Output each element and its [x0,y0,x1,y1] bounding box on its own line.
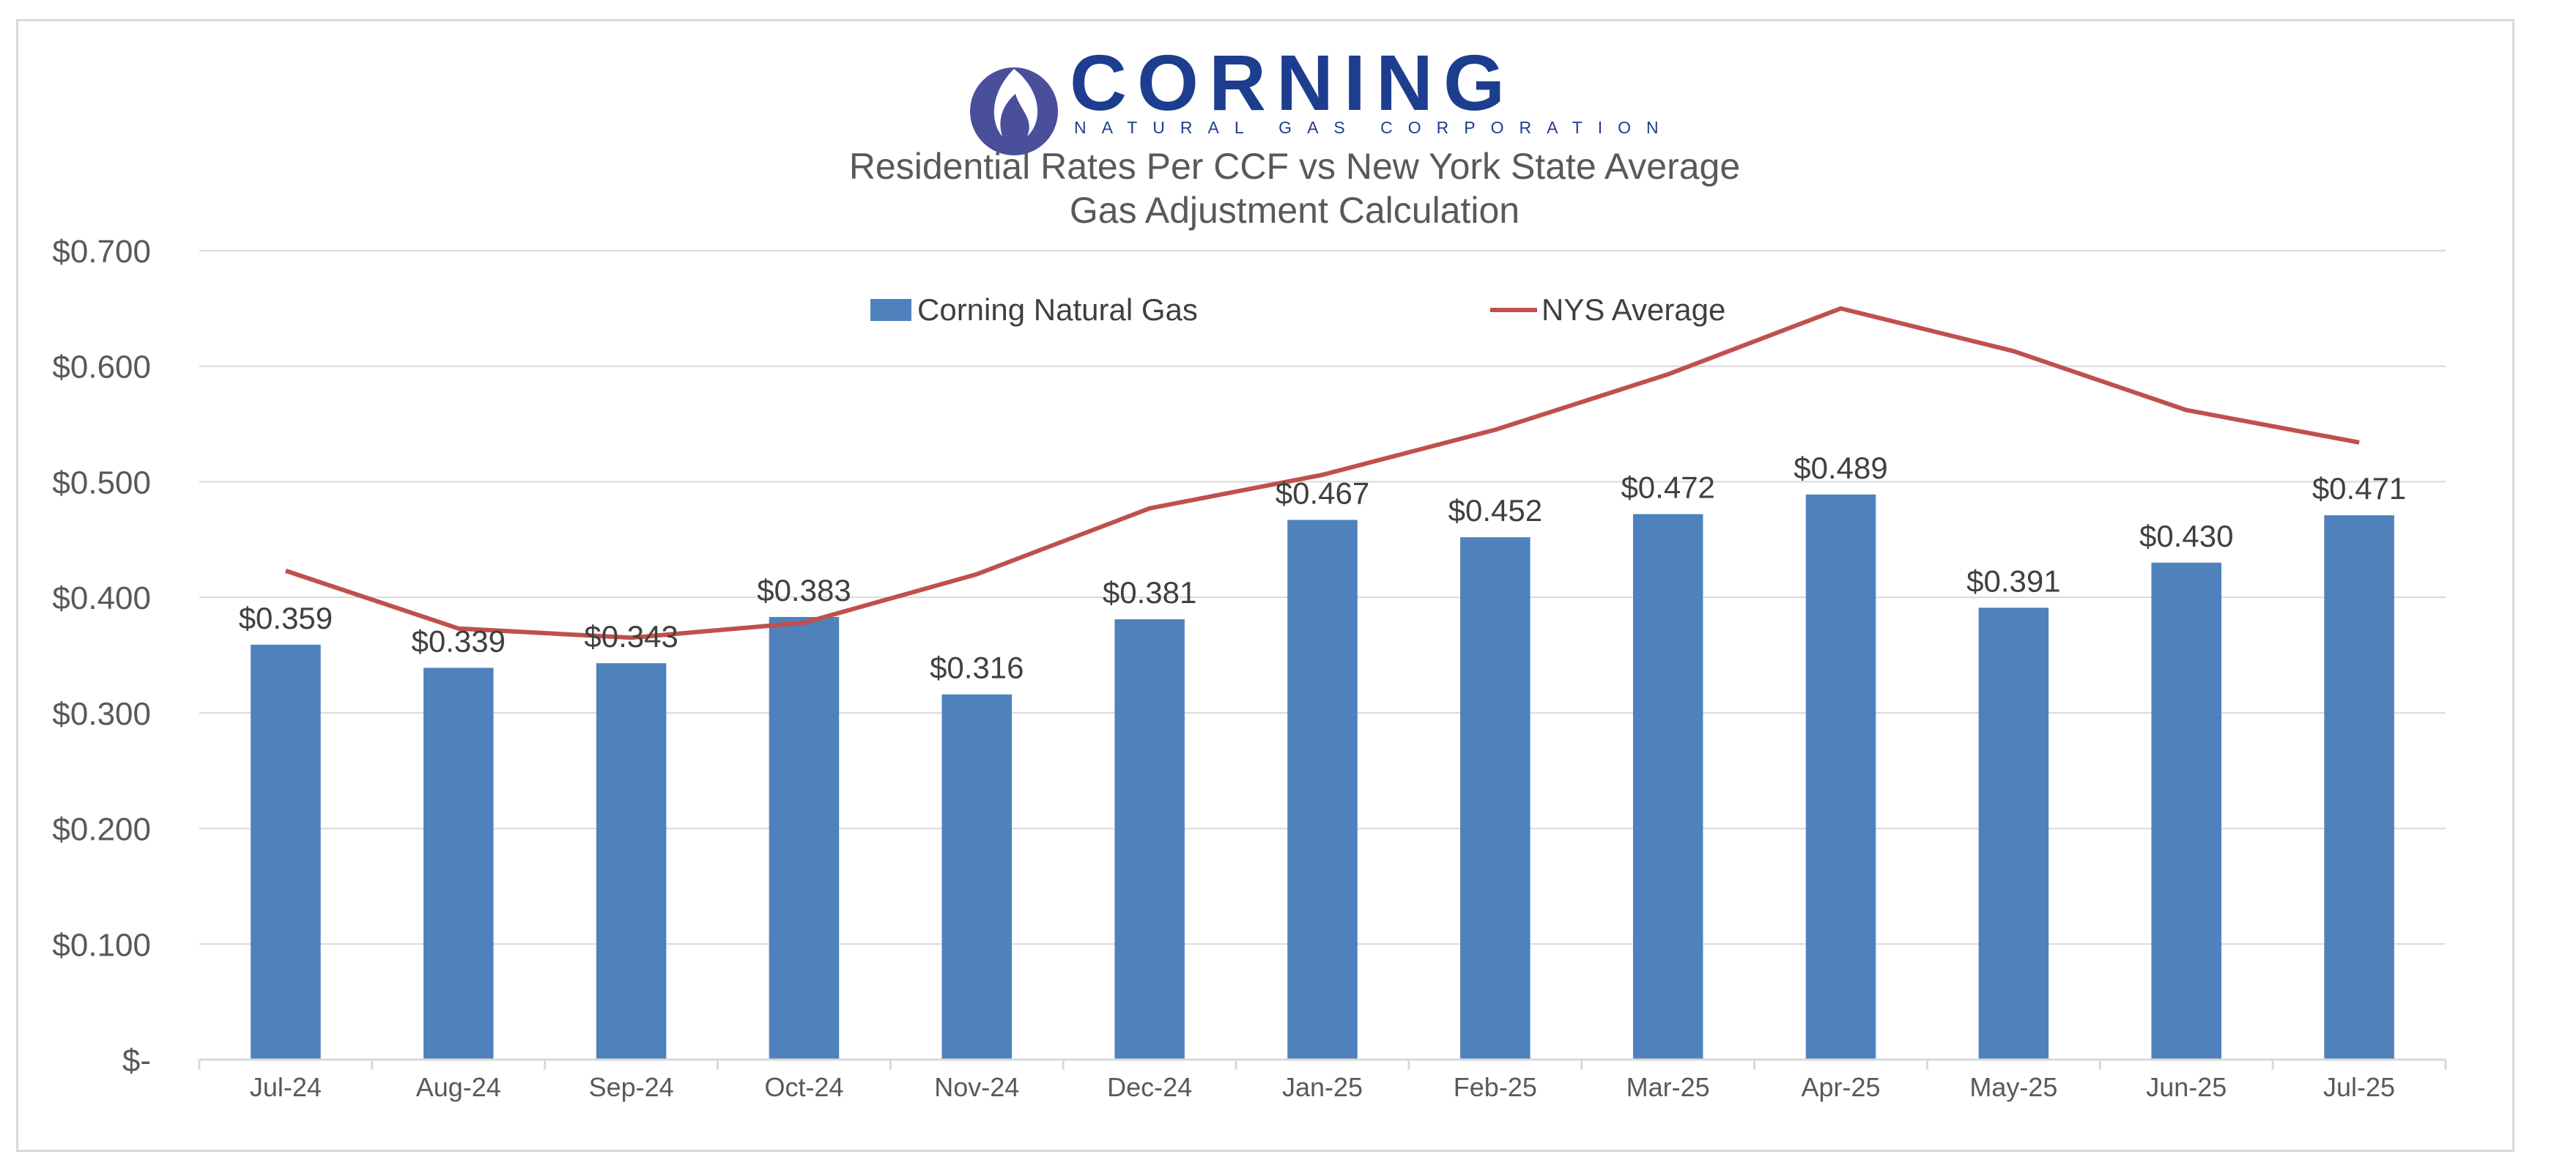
bar [251,644,321,1060]
data-label: $0.467 [1276,476,1369,510]
company-logo: CORNING NATURAL GAS CORPORATION [970,38,1674,155]
x-tick-label: Jan-25 [1282,1072,1363,1102]
y-tick-label: $- [122,1043,151,1079]
chart-title-line-2: Gas Adjustment Calculation [1070,190,1520,231]
legend-label-corning: Corning Natural Gas [917,292,1198,327]
x-tick-label: Dec-24 [1107,1072,1192,1102]
x-tick-label: Mar-25 [1626,1072,1710,1102]
legend-swatch-corning [870,299,911,321]
bar [1460,537,1531,1060]
bar [1632,514,1703,1060]
x-tick-label: Nov-24 [934,1072,1019,1102]
data-label: $0.472 [1621,470,1714,505]
data-label: $0.489 [1794,451,1887,485]
nys-average-line [284,306,2360,640]
data-label: $0.391 [1966,564,2060,598]
logo-subtitle: NATURAL GAS CORPORATION [1074,118,1674,137]
chart-frame [16,19,2514,1152]
y-tick-label: $0.200 [52,812,151,848]
data-labels: $0.359 $0.339 $0.343 $0.383 $0.316 $0.381 $0.4… [239,451,2407,685]
bar [1805,494,1876,1060]
x-tick-label: May-25 [1969,1072,2057,1102]
x-tick-label: Jul-25 [2323,1072,2395,1102]
bar [423,668,494,1060]
x-tick-label: Jul-24 [250,1072,322,1102]
logo-name: CORNING [1070,38,1515,127]
bar [1287,520,1358,1060]
bar [1978,607,2049,1060]
x-tick-label: Jun-25 [2146,1072,2227,1102]
y-axis-tick-labels: $- $0.100 $0.200 $0.300 $0.400 $0.500 $0.600 $0… [52,234,151,1079]
x-axis: Jul-24 Aug-24 Sep-24 Oct-24 Nov-24 Dec-24 Jan-… [198,1058,2447,1102]
y-tick-label: $0.300 [52,696,151,732]
x-tick-label: Apr-25 [1802,1072,1881,1102]
chart-title-line-1: Residential Rates Per CCF vs New York St… [849,146,1740,187]
line-series [284,306,2360,640]
flame-icon [970,67,1058,155]
y-tick-label: $0.500 [52,465,151,500]
y-tick-label: $0.400 [52,580,151,616]
legend: Corning Natural Gas NYS Average [870,292,1725,327]
data-label: $0.316 [930,651,1024,685]
y-tick-label: $0.600 [52,350,151,385]
legend-label-nys: NYS Average [1541,292,1725,327]
data-label: $0.383 [757,573,851,607]
bar [2151,562,2221,1060]
x-tick-label: Sep-24 [589,1072,674,1102]
bar [596,663,667,1060]
bar [2324,515,2394,1060]
data-label: $0.430 [2139,519,2233,553]
data-label: $0.343 [584,619,678,654]
y-tick-label: $0.100 [52,927,151,963]
y-tick-label: $0.700 [52,234,151,270]
x-tick-label: Feb-25 [1454,1072,1537,1102]
data-label: $0.381 [1103,575,1196,610]
bar-series [251,494,2394,1060]
data-label: $0.452 [1448,493,1542,528]
data-label: $0.471 [2312,471,2406,506]
bar [1114,619,1185,1060]
data-label: $0.339 [412,624,506,658]
data-label: $0.359 [239,601,333,635]
x-tick-label: Aug-24 [416,1072,501,1102]
bar [941,694,1013,1060]
bar [769,616,840,1060]
x-tick-label: Oct-24 [764,1072,843,1102]
